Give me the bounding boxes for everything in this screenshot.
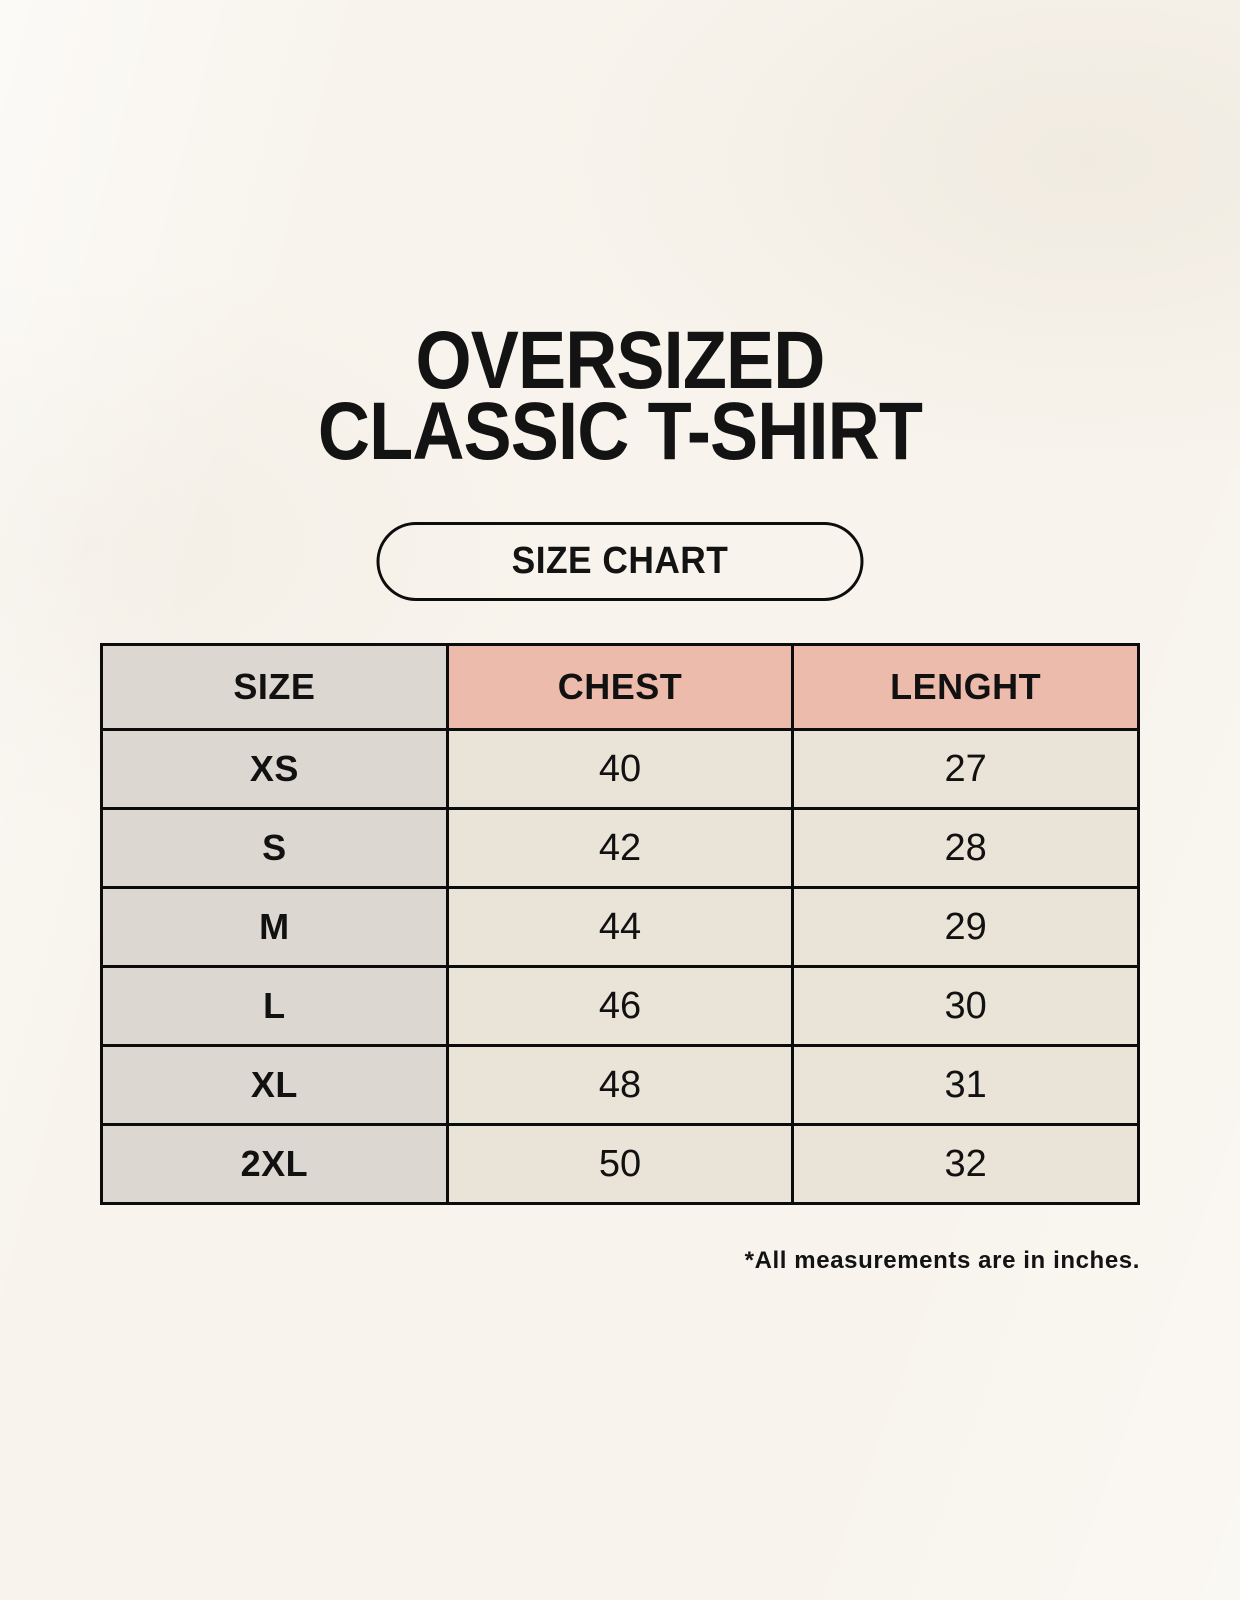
- table-row: 2XL 50 32: [100, 1123, 1140, 1205]
- chest-cell: 44: [445, 886, 795, 968]
- table-row: XL 48 31: [100, 1044, 1140, 1126]
- size-chart-table: SIZE CHEST LENGHT XS 40 27 S 42 28 M: [100, 643, 1140, 1205]
- header-length: LENGHT: [791, 643, 1140, 731]
- size-cell: L: [100, 965, 449, 1047]
- table-row: XS 40 27: [100, 728, 1140, 810]
- chest-cell: 40: [445, 728, 795, 810]
- table-row: L 46 30: [100, 965, 1140, 1047]
- header-chest: CHEST: [445, 643, 795, 731]
- page-title: OVERSIZED CLASSIC T-SHIRT: [74, 320, 1165, 473]
- size-cell: S: [100, 807, 449, 889]
- length-cell: 29: [791, 886, 1140, 968]
- table-row: M 44 29: [100, 886, 1140, 968]
- length-cell: 27: [791, 728, 1140, 810]
- chest-cell: 48: [445, 1044, 795, 1126]
- page-title-line2: CLASSIC T-SHIRT: [317, 385, 923, 477]
- chest-cell: 50: [445, 1123, 795, 1205]
- table-row: S 42 28: [100, 807, 1140, 889]
- length-cell: 32: [791, 1123, 1140, 1205]
- length-cell: 31: [791, 1044, 1140, 1126]
- measurements-footnote: *All measurements are in inches.: [744, 1247, 1140, 1274]
- size-cell: XS: [100, 728, 449, 810]
- size-cell: M: [100, 886, 449, 968]
- length-cell: 28: [791, 807, 1140, 889]
- size-cell: 2XL: [100, 1123, 449, 1205]
- table-header-row: SIZE CHEST LENGHT: [100, 643, 1140, 731]
- header-size: SIZE: [100, 643, 449, 731]
- page-title-line1: OVERSIZED: [415, 315, 825, 406]
- length-cell: 30: [791, 965, 1140, 1047]
- size-cell: XL: [100, 1044, 449, 1126]
- size-chart-button[interactable]: SIZE CHART: [376, 522, 864, 601]
- chest-cell: 42: [445, 807, 795, 889]
- size-chart-button-label: SIZE CHART: [511, 540, 729, 582]
- chest-cell: 46: [445, 965, 795, 1047]
- size-chart-table-container: SIZE CHEST LENGHT XS 40 27 S 42 28 M: [100, 643, 1140, 1205]
